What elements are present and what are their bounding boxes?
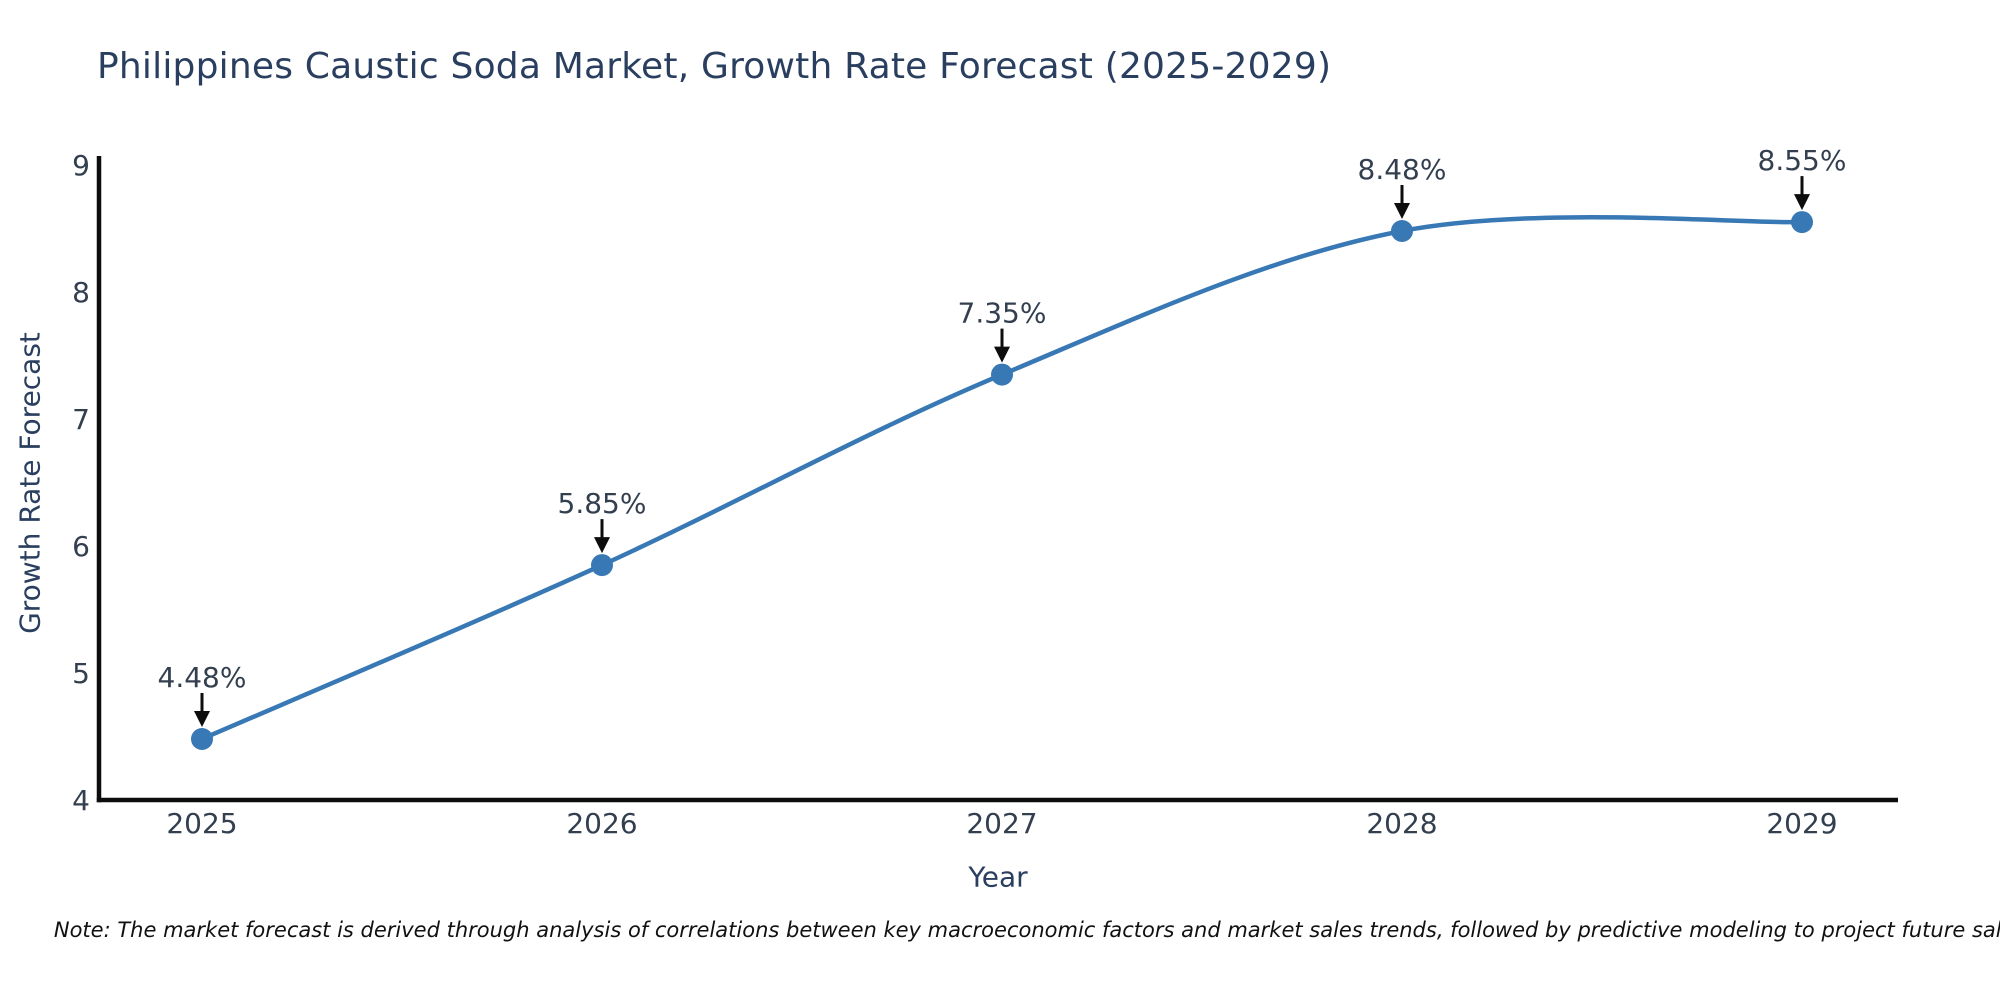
- x-tick-label: 2027: [966, 807, 1037, 840]
- data-point-2029: [1791, 211, 1813, 234]
- x-tick-label: 2028: [1366, 807, 1437, 840]
- trend-line: [199, 215, 1805, 742]
- y-tick-label: 4: [72, 784, 90, 817]
- data-point-2025: [191, 728, 213, 750]
- y-tick-label: 8: [72, 276, 90, 309]
- annotation-arrowhead: [1394, 203, 1410, 219]
- x-axis-title: Year: [968, 860, 1028, 894]
- y-tick-label: 5: [72, 657, 90, 690]
- annotation-arrowhead: [194, 711, 210, 727]
- annotation-label: 8.48%: [1358, 153, 1447, 186]
- y-tick-label: 6: [72, 530, 90, 563]
- data-point-2028: [1391, 220, 1413, 242]
- annotation-arrowhead: [594, 537, 610, 554]
- annotation-arrowhead: [994, 346, 1010, 363]
- y-tick-label: 9: [72, 149, 90, 182]
- annotation-label: 5.85%: [558, 487, 647, 520]
- footnote: Note: The market forecast is derived thr…: [53, 918, 2000, 942]
- annotation-arrowhead: [1794, 194, 1810, 211]
- chart-title: Philippines Caustic Soda Market, Growth …: [97, 46, 1332, 87]
- data-point-2027: [991, 363, 1013, 386]
- annotation-label: 8.55%: [1758, 144, 1847, 177]
- y-axis-title: Growth Rate Forecast: [13, 332, 47, 634]
- x-tick-label: 2026: [566, 807, 637, 840]
- x-tick-label: 2029: [1766, 807, 1837, 840]
- annotation-label: 7.35%: [958, 297, 1047, 330]
- y-tick-label: 7: [72, 403, 90, 436]
- x-tick-label: 2025: [166, 807, 237, 840]
- annotation-label: 4.48%: [158, 661, 247, 694]
- data-point-2026: [591, 554, 613, 577]
